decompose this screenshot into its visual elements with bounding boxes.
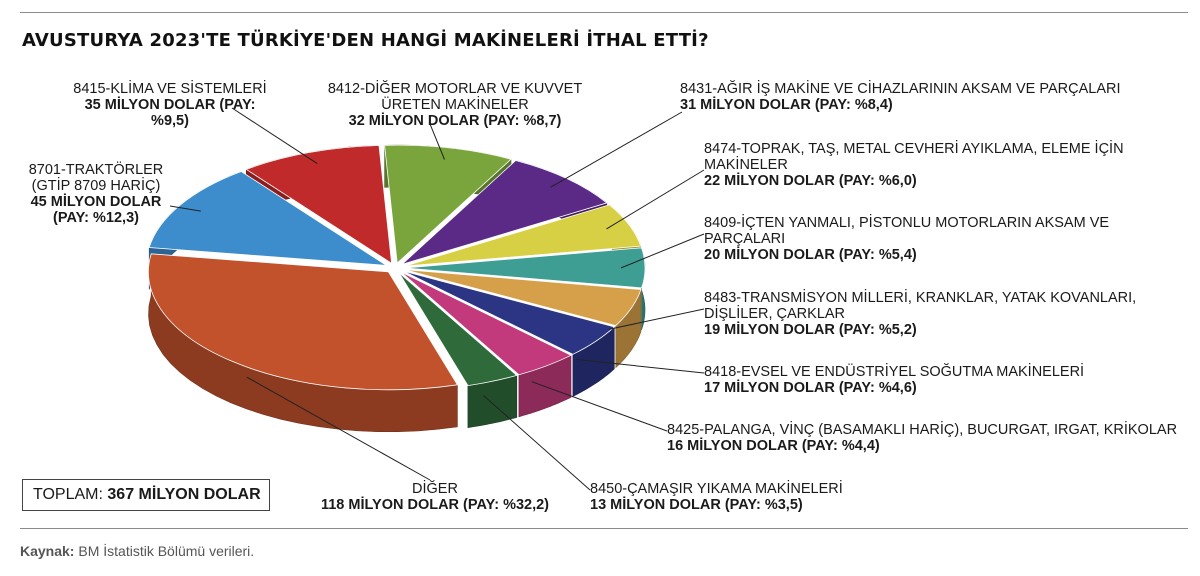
top-rule — [20, 12, 1188, 13]
label-8450: 8450-ÇAMAŞIR YIKAMA MAKİNELERİ 13 MİLYON… — [590, 481, 843, 513]
slice-8412 — [384, 144, 512, 264]
slice-8425 — [400, 271, 572, 376]
label-8412: 8412-DİĞER MOTORLAR VE KUVVET ÜRETEN MAK… — [327, 81, 583, 129]
slice-8701 — [148, 171, 387, 266]
source-note: Kaynak: BM İstatistik Bölümü verileri. — [20, 543, 254, 559]
total-label: TOPLAM: — [33, 486, 103, 503]
slice-8431 — [401, 160, 608, 265]
source-label: Kaynak: — [20, 543, 75, 559]
slice-8483 — [404, 269, 642, 327]
leader-line-8415 — [231, 107, 318, 165]
leader-line-8425 — [531, 381, 668, 432]
leader-line-8431 — [550, 111, 683, 188]
leader-line-8409 — [620, 233, 705, 269]
leader-line-8701 — [169, 205, 201, 212]
leader-lines — [169, 107, 705, 491]
leader-line-8483 — [608, 308, 705, 330]
source-text: BM İstatistik Bölümü verileri. — [78, 543, 255, 559]
slice-8409 — [404, 247, 646, 289]
leader-line-8418 — [576, 359, 705, 374]
label-8431: 8431-AĞIR İŞ MAKİNE VE CİHAZLARININ AKSA… — [680, 81, 1121, 113]
label-8409: 8409-İÇTEN YANMALI, PİSTONLU MOTORLARIN … — [704, 215, 1110, 263]
label-8483: 8483-TRANSMİSYON MİLLERİ, KRANKLAR, YATA… — [704, 290, 1137, 338]
label-8701: 8701-TRAKTÖRLER (GTİP 8709 HARİÇ) 45 MİL… — [28, 162, 164, 226]
slice-8474 — [404, 204, 642, 267]
leader-line-8412 — [429, 123, 445, 160]
total-value: 367 MİLYON DOLAR — [107, 486, 261, 503]
slice-8418 — [402, 270, 616, 355]
label-8418: 8418-EVSEL VE ENDÜSTRİYEL SOĞUTMA MAKİNE… — [704, 364, 1085, 396]
leader-line-8450 — [483, 395, 591, 491]
slice-8450 — [398, 272, 518, 387]
total-box: TOPLAM: 367 MİLYON DOLAR — [22, 479, 270, 511]
pie-slices — [148, 144, 646, 432]
leader-line-di̇ğer — [246, 376, 431, 481]
bottom-rule — [20, 528, 1188, 529]
label-8415: 8415-KLİMA VE SİSTEMLERİ 35 MİLYON DOLAR… — [73, 81, 267, 129]
label-8474: 8474-TOPRAK, TAŞ, METAL CEVHERİ AYIKLAMA… — [704, 141, 1124, 189]
label-8425: 8425-PALANGA, VİNÇ (BASAMAKLI HARİÇ), BU… — [667, 422, 1178, 454]
leader-line-8474 — [606, 169, 705, 230]
slice-di̇ğer — [148, 253, 459, 391]
chart-title: AVUSTURYA 2023'TE TÜRKİYE'DEN HANGİ MAKİ… — [22, 30, 709, 51]
slice-8415 — [245, 145, 393, 265]
label-diger: DİĞER 118 MİLYON DOLAR (PAY: %32,2) — [320, 481, 550, 513]
